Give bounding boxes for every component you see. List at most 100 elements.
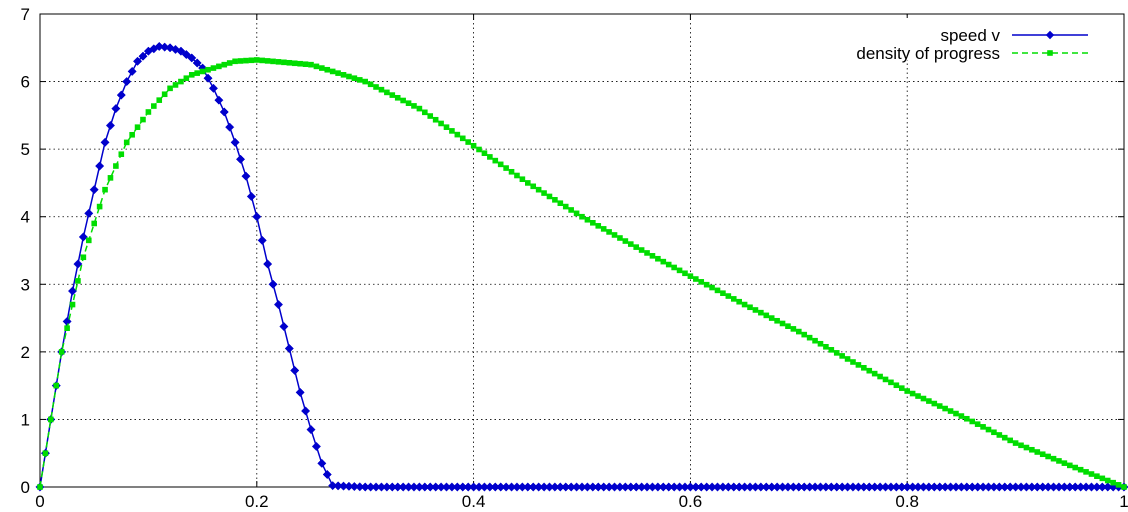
data-point <box>254 57 260 63</box>
series-layer <box>35 41 1128 492</box>
data-point <box>181 49 191 60</box>
data-point <box>861 365 867 371</box>
data-point <box>308 61 314 68</box>
data-point <box>145 109 152 115</box>
data-point <box>828 347 835 353</box>
data-point <box>497 161 504 168</box>
data-point <box>454 131 461 138</box>
data-point <box>113 163 119 169</box>
data-point <box>160 42 170 52</box>
data-point <box>154 41 164 51</box>
data-point <box>693 276 699 282</box>
series-line <box>39 59 1125 488</box>
data-point <box>1121 484 1127 490</box>
data-point <box>768 315 775 321</box>
data-point <box>617 235 623 241</box>
data-point <box>942 405 948 412</box>
legend-label-speed: speed v <box>940 26 1000 45</box>
legend-marker <box>1047 50 1053 56</box>
data-point <box>904 388 910 394</box>
data-point <box>237 58 244 64</box>
data-point <box>871 370 878 377</box>
legend: speed v density of progress <box>760 18 1100 63</box>
data-point <box>167 85 173 92</box>
data-point <box>991 429 997 436</box>
data-point <box>378 86 385 93</box>
data-point <box>235 154 246 164</box>
data-point <box>850 359 856 365</box>
data-point <box>671 264 677 271</box>
data-point <box>78 232 88 242</box>
data-point <box>953 410 959 417</box>
data-point <box>736 298 742 305</box>
data-point <box>183 75 190 81</box>
data-point <box>1088 471 1095 477</box>
data-point <box>1029 446 1035 453</box>
data-point <box>422 109 428 116</box>
data-point <box>638 247 645 253</box>
data-point <box>1039 451 1046 458</box>
data-point <box>291 60 298 67</box>
data-point <box>812 337 818 344</box>
data-point <box>37 484 43 490</box>
data-point <box>75 278 81 284</box>
data-point <box>535 186 542 193</box>
data-point <box>73 259 83 269</box>
data-point <box>156 97 163 103</box>
data-point <box>546 193 553 200</box>
data-point <box>248 57 255 64</box>
data-point <box>1034 449 1041 455</box>
data-point <box>492 157 499 164</box>
data-point <box>319 65 325 71</box>
series-0 <box>35 41 1128 492</box>
data-point <box>172 82 179 88</box>
y-tick-label: 5 <box>21 140 30 159</box>
data-point <box>579 213 585 220</box>
data-point <box>508 168 515 175</box>
data-point <box>898 385 905 391</box>
data-point <box>622 238 629 244</box>
data-point <box>116 90 126 100</box>
data-point <box>844 356 851 362</box>
data-point <box>627 241 634 247</box>
data-point <box>311 441 321 452</box>
data-point <box>665 261 672 268</box>
data-point <box>947 408 954 414</box>
data-point <box>123 139 130 146</box>
data-point <box>530 183 537 190</box>
data-point <box>823 343 829 350</box>
data-point <box>595 223 602 229</box>
data-point <box>676 267 683 274</box>
data-point <box>1001 434 1008 441</box>
data-point <box>317 458 327 468</box>
data-point <box>102 186 108 193</box>
data-point <box>476 146 482 153</box>
data-point <box>362 78 368 85</box>
x-tick-label: 0 <box>35 492 44 511</box>
data-point <box>600 226 607 232</box>
data-point <box>763 312 770 319</box>
y-tick-label: 7 <box>21 5 30 24</box>
data-point <box>703 281 710 288</box>
data-point <box>584 216 591 223</box>
x-tick-label: 0.8 <box>895 492 919 511</box>
x-tick-label: 0.2 <box>245 492 269 511</box>
data-point <box>219 107 229 117</box>
data-point <box>655 255 661 262</box>
data-point <box>649 253 656 259</box>
y-tick-label: 6 <box>21 73 30 92</box>
data-point <box>405 100 412 106</box>
data-point <box>225 122 235 132</box>
data-point <box>644 250 650 256</box>
grid <box>40 14 1124 487</box>
x-tick-label: 0.4 <box>462 492 486 511</box>
data-point <box>590 219 596 226</box>
data-point <box>893 382 900 389</box>
data-point <box>882 376 889 383</box>
data-point <box>411 103 417 109</box>
data-point <box>140 116 146 123</box>
data-point <box>306 425 316 435</box>
data-point <box>170 44 181 55</box>
data-point <box>877 373 883 380</box>
